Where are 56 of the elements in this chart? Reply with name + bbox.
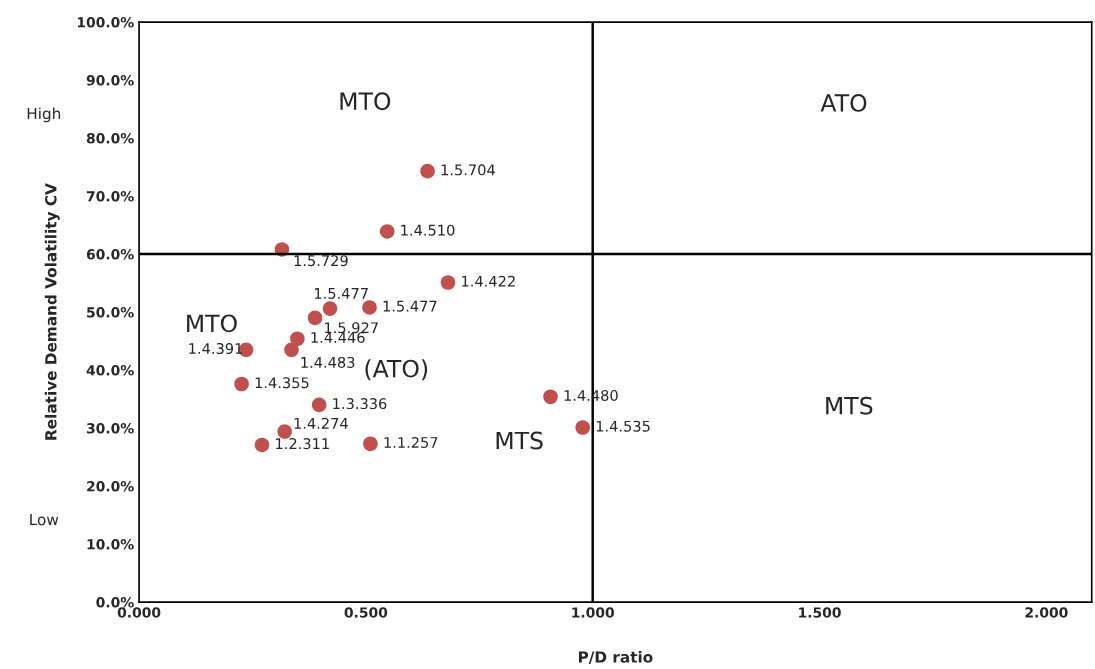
y-tick-label: 100.0% <box>77 17 134 28</box>
y-tick-label: 80.0% <box>86 133 134 144</box>
y-tick-label: 20.0% <box>87 481 134 492</box>
data-label: 1.5.704 <box>441 164 495 176</box>
point <box>363 436 378 452</box>
x-tick-label: 2.000 <box>1025 607 1068 618</box>
y-tick-label: 10.0% <box>87 539 134 550</box>
annotation: MTO <box>187 314 237 333</box>
data-label: 1.5.927 <box>325 322 378 334</box>
data-label: 1.4.355 <box>255 377 309 389</box>
point <box>234 376 249 392</box>
point <box>440 275 456 290</box>
point <box>575 420 591 435</box>
x-tick-label: 0.500 <box>344 607 388 618</box>
data-label: 1.5.477 <box>383 300 437 312</box>
y-tick-label: 40.0% <box>86 365 134 376</box>
annotation: MTO <box>340 92 391 111</box>
data-label: 1.3.336 <box>333 398 387 410</box>
point <box>311 397 327 413</box>
data-label: 1.1.257 <box>384 436 438 448</box>
point <box>307 310 323 326</box>
annotation: ATO <box>820 94 867 112</box>
data-label: 1.2.311 <box>276 438 329 450</box>
x-tick-label: 0.000 <box>117 607 161 618</box>
point <box>362 300 377 315</box>
data-label: 1.4.510 <box>401 224 455 236</box>
data-label: 1.4.422 <box>462 275 515 287</box>
data-label: 1.5.729 <box>294 255 348 267</box>
y-tick-label: 90.0% <box>86 75 134 86</box>
data-label: 1.4.446 <box>311 331 365 343</box>
point <box>379 224 395 239</box>
y-tick-label: 50.0% <box>87 307 134 318</box>
point <box>420 163 435 179</box>
point <box>322 301 338 316</box>
x-tick-label: 1.000 <box>572 607 615 618</box>
point <box>284 342 299 358</box>
annotation: MTS <box>496 431 543 450</box>
y-tick-label: 30.0% <box>86 423 134 434</box>
data-label: 1.4.535 <box>596 420 650 432</box>
annotation: MTS <box>826 396 873 415</box>
annotation: (ATO) <box>365 359 428 381</box>
y-tick-label: 60.0% <box>86 249 134 260</box>
y-tick-label: 0.0% <box>96 597 134 608</box>
data-label: 1.4.274 <box>294 417 348 429</box>
text: High <box>27 107 61 123</box>
x-axis-title: P/D ratio <box>578 650 653 664</box>
point <box>290 331 305 347</box>
x-tick-label: 1.500 <box>799 607 841 618</box>
point <box>254 437 270 453</box>
y-axis-title: Relative Demand Volatility CV <box>44 183 60 440</box>
point <box>277 424 292 439</box>
text: Low <box>30 513 59 526</box>
y-tick-label: 70.0% <box>86 191 134 202</box>
data-label: 1.5.477 <box>314 288 368 299</box>
point <box>543 389 558 405</box>
data-label: 1.4.483 <box>301 356 355 368</box>
